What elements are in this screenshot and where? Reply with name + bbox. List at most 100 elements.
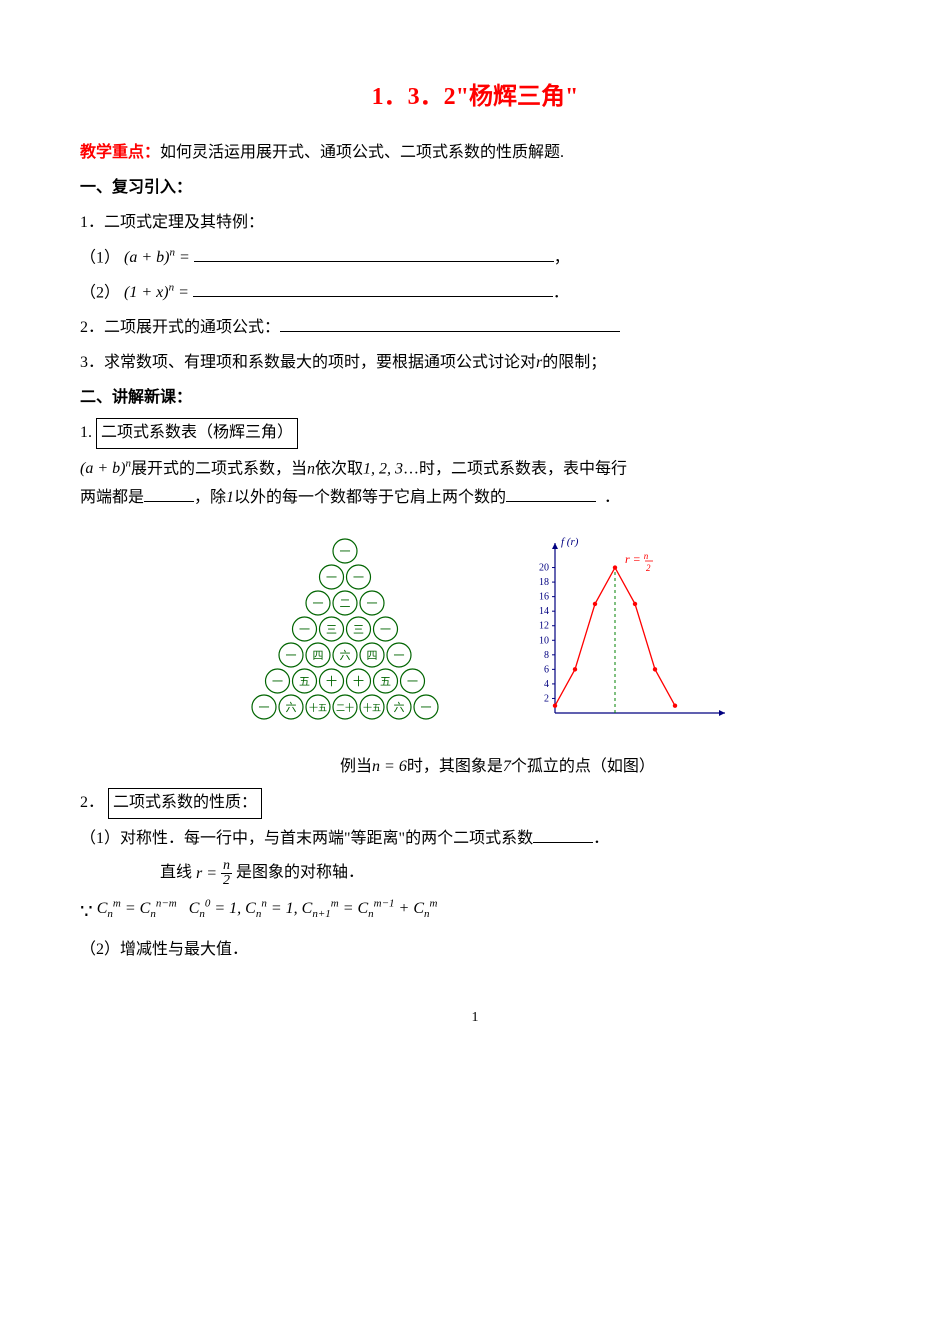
svg-text:四: 四 xyxy=(313,650,324,662)
teaching-focus-label: 教学重点： xyxy=(80,144,160,161)
blank-ab xyxy=(194,245,554,262)
svg-text:二: 二 xyxy=(340,598,351,610)
property-1-line2: 直线 r = n2 是图象的对称轴． xyxy=(160,859,870,888)
axis-formula: r = n2 xyxy=(196,865,232,882)
item-1-1-2: （2） (1 + x)n = ． xyxy=(80,279,870,308)
svg-text:一: 一 xyxy=(421,702,432,714)
prop1-line2-b: 是图象的对称轴． xyxy=(236,865,364,882)
box-pascal-title: 二项式系数表（杨辉三角） xyxy=(96,418,298,449)
coefficient-graph-figure: 2468101214161820f (r)r = n2 xyxy=(515,533,735,733)
svg-text:20: 20 xyxy=(539,563,549,574)
svg-text:十五: 十五 xyxy=(363,702,381,713)
section-1-head: 一、复习引入： xyxy=(80,174,870,203)
p21e: ，除 xyxy=(194,489,226,506)
svg-text:一: 一 xyxy=(380,624,391,636)
prop1-line2-a: 直线 xyxy=(160,865,192,882)
svg-text:16: 16 xyxy=(539,592,549,603)
svg-text:f (r): f (r) xyxy=(561,536,579,548)
item-2-2: 2． 二项式系数的性质： xyxy=(80,788,870,819)
blank-symmetry xyxy=(533,826,593,843)
svg-text:一: 一 xyxy=(286,650,297,662)
svg-text:五: 五 xyxy=(380,676,391,688)
figures-row: 一一一一二一一三三一一四六四一一五十十五一一六十五二十十五六一 24681012… xyxy=(80,533,870,733)
property-2: （2）增减性与最大值． xyxy=(80,936,870,965)
section-2-head: 二、讲解新课： xyxy=(80,384,870,413)
svg-text:一: 一 xyxy=(340,546,351,558)
svg-text:三: 三 xyxy=(353,624,364,636)
svg-text:二十: 二十 xyxy=(336,702,354,713)
svg-text:十: 十 xyxy=(353,674,364,688)
blank-1x xyxy=(193,280,553,297)
svg-text:18: 18 xyxy=(539,577,549,588)
formula-1x: (1 + x)n = xyxy=(124,284,189,301)
item-1-3: 3．求常数项、有理项和系数最大的项时，要根据通项公式讨论对r的限制； xyxy=(80,349,870,378)
formula-ab: (a + b)n = xyxy=(124,249,190,266)
svg-text:8: 8 xyxy=(544,650,549,661)
page-number: 1 xyxy=(80,1005,870,1030)
svg-text:一: 一 xyxy=(313,598,324,610)
item-2-1: 1. 二项式系数表（杨辉三角） xyxy=(80,418,870,449)
item-1-3-a: 3．求常数项、有理项和系数最大的项时，要根据通项公式讨论对 xyxy=(80,354,536,371)
p21b: 依次取 xyxy=(315,460,363,477)
prop1-b: ． xyxy=(593,830,609,847)
teaching-focus-text: 如何灵活运用展开式、通项公式、二项式系数的性质解题. xyxy=(160,144,564,161)
svg-text:12: 12 xyxy=(539,621,549,632)
teaching-focus: 教学重点：如何灵活运用展开式、通项公式、二项式系数的性质解题. xyxy=(80,139,870,168)
svg-text:四: 四 xyxy=(367,650,378,662)
one: 1 xyxy=(226,489,234,506)
svg-text:10: 10 xyxy=(539,635,549,646)
item-2-1-num: 1. xyxy=(80,424,92,441)
blank-shoulder xyxy=(506,485,596,502)
p21c: …时，二项式系数表，表中每行 xyxy=(403,460,627,477)
svg-text:一: 一 xyxy=(259,702,270,714)
cap-b: 时，其图象是 xyxy=(407,758,503,775)
item-1-2: 2．二项展开式的通项公式： xyxy=(80,314,870,343)
prop1-a: （1）对称性．每一行中，与首末两端"等距离"的两个二项式系数 xyxy=(80,830,533,847)
label-2: （2） xyxy=(80,284,120,301)
svg-text:2: 2 xyxy=(544,693,549,704)
item-1-3-b: 的限制； xyxy=(542,354,606,371)
formula-abn: (a + b)n xyxy=(80,460,131,477)
p21a: 展开式的二项式系数，当 xyxy=(131,460,307,477)
svg-text:三: 三 xyxy=(326,624,337,636)
cap-a: 例当 xyxy=(340,758,372,775)
svg-text:一: 一 xyxy=(394,650,405,662)
svg-text:14: 14 xyxy=(539,606,549,617)
box-properties: 二项式系数的性质： xyxy=(108,788,262,819)
svg-text:4: 4 xyxy=(544,679,549,690)
svg-text:一: 一 xyxy=(367,598,378,610)
cap-n6: n = 6 xyxy=(372,758,407,775)
svg-text:一: 一 xyxy=(407,676,418,688)
svg-text:一: 一 xyxy=(272,676,283,688)
item-1-1-1: （1） (a + b)n = ， xyxy=(80,244,870,273)
property-1: （1）对称性．每一行中，与首末两端"等距离"的两个二项式系数 ． xyxy=(80,825,870,854)
cap-7: 7 xyxy=(503,758,511,775)
svg-text:一: 一 xyxy=(353,572,364,584)
svg-text:一: 一 xyxy=(299,624,310,636)
para-2-1: (a + b)n展开式的二项式系数，当n依次取1, 2, 3…时，二项式系数表，… xyxy=(80,455,870,513)
svg-text:六: 六 xyxy=(286,701,297,714)
label-1: （1） xyxy=(80,249,120,266)
svg-text:六: 六 xyxy=(340,649,351,662)
page-title: 1．3．2"杨辉三角" xyxy=(80,76,870,119)
p21f: 以外的每一个数都等于它肩上两个数的 xyxy=(234,489,506,506)
graph-caption: 例当n = 6时，其图象是7个孤立的点（如图） xyxy=(340,753,870,782)
svg-text:六: 六 xyxy=(394,701,405,714)
var-n: n xyxy=(307,460,315,477)
because-line: ∵ Cnm = Cnn−m Cn0 = 1, Cnn = 1, Cn+1m = … xyxy=(80,894,870,930)
p21d: 两端都是 xyxy=(80,489,144,506)
blank-endpoints xyxy=(144,485,194,502)
combinatorial-identities: Cnm = Cnn−m Cn0 = 1, Cnn = 1, Cn+1m = Cn… xyxy=(97,900,438,917)
svg-text:一: 一 xyxy=(326,572,337,584)
svg-text:6: 6 xyxy=(544,664,549,675)
svg-text:十五: 十五 xyxy=(309,702,327,713)
item-2-2-num: 2． xyxy=(80,794,104,811)
cap-c: 个孤立的点（如图） xyxy=(511,758,655,775)
item-1-2-text: 2．二项展开式的通项公式： xyxy=(80,319,280,336)
blank-general-term xyxy=(280,315,620,332)
svg-text:五: 五 xyxy=(299,676,310,688)
svg-text:2: 2 xyxy=(646,563,651,573)
seq-123: 1, 2, 3 xyxy=(363,460,403,477)
item-1-1: 1．二项式定理及其特例： xyxy=(80,209,870,238)
svg-text:十: 十 xyxy=(326,674,337,688)
